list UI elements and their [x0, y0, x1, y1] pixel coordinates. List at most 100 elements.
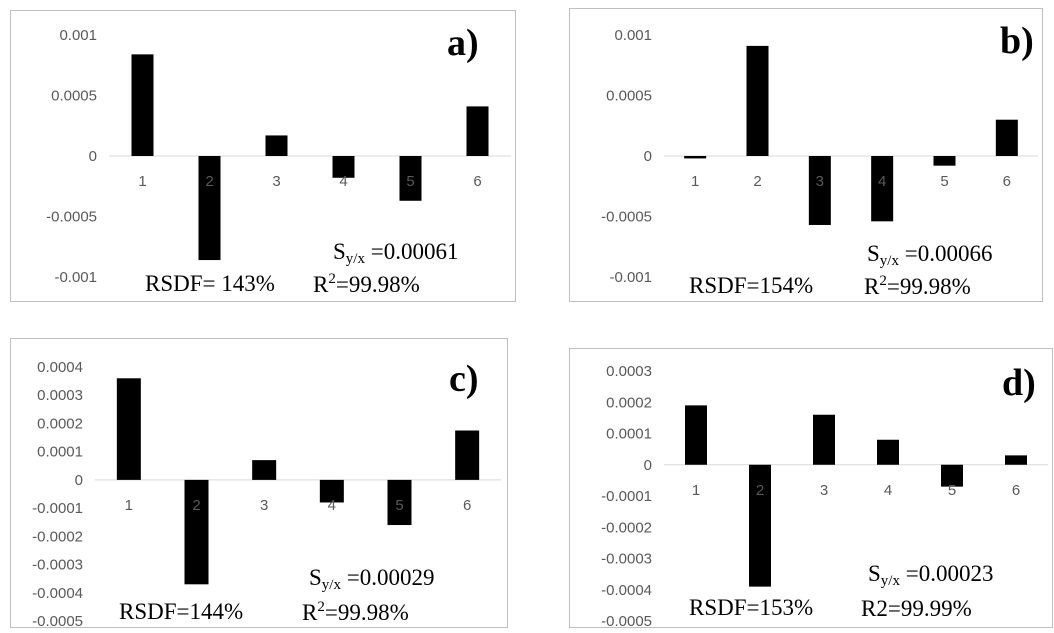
panel-label-c: c) — [449, 358, 479, 400]
chart-panel-d: 0.0003 0.0002 0.0001 0 -0.0001 -0.0002 -0.0003… — [569, 348, 1053, 628]
r2-value: =99.99% — [887, 596, 972, 621]
bar-c-3 — [252, 460, 277, 480]
category-label: 2 — [192, 497, 200, 514]
rsdf-annotation-b: RSDF=154% — [689, 273, 814, 298]
chart-panel-b: 0.001 0.0005 0 -0.0005 -0.001 1 2 3 4 5 6 b) Sy/x … — [569, 8, 1043, 302]
y-tick-label: -0.0005 — [32, 613, 83, 627]
bar-c-2 — [184, 479, 209, 585]
y-tick-label: 0 — [89, 148, 97, 165]
bar-c-6 — [455, 430, 480, 480]
category-label: 1 — [691, 173, 699, 190]
bar-c-4 — [319, 479, 344, 503]
bar-d-4 — [877, 439, 899, 465]
bar-a-1 — [131, 54, 154, 156]
r2-sup: 2 — [879, 273, 887, 289]
r2-annotation-d: R2=99.99% — [861, 595, 972, 622]
bar-d-6 — [1005, 455, 1027, 465]
y-tick-label: 0 — [75, 472, 83, 489]
y-tick-label: 0 — [644, 457, 652, 474]
bar-b-3 — [808, 156, 831, 225]
chart-panel-c: 0.0004 0.0003 0.0002 0.0001 0 -0.0001 -0.0002 -… — [10, 338, 508, 628]
y-tick-label: -0.0002 — [601, 519, 652, 536]
r2-prefix: R2 — [861, 596, 888, 621]
category-label: 3 — [816, 173, 824, 190]
category-label: 5 — [948, 482, 956, 499]
syx-prefix: S — [867, 241, 880, 266]
syx-prefix: S — [333, 239, 346, 264]
y-tick-label: -0.0003 — [601, 551, 652, 568]
chart-panel-a: 0.001 0.0005 0 -0.0005 -0.001 1 2 3 4 5 6 a) Sy/x … — [10, 10, 516, 302]
y-tick-label: -0.0004 — [601, 582, 652, 599]
bar-a-2 — [198, 156, 221, 261]
y-tick-label: 0.0002 — [606, 394, 652, 411]
rsdf-annotation-d: RSDF=153% — [689, 595, 814, 620]
category-label: 2 — [756, 482, 764, 499]
category-label: 5 — [395, 497, 403, 514]
category-label: 6 — [463, 497, 471, 514]
y-tick-label: 0.001 — [59, 27, 97, 44]
y-tick-label: 0.0003 — [37, 387, 83, 404]
syx-annotation-a: Sy/x =0.00061 — [333, 239, 458, 268]
bar-d-1 — [685, 405, 707, 465]
y-tick-label: 0.0005 — [51, 88, 97, 105]
syx-prefix: S — [309, 565, 322, 590]
r2-sup: 2 — [317, 599, 325, 615]
bar-a-3 — [265, 135, 288, 156]
y-tick-label: -0.0003 — [32, 557, 83, 574]
syx-value: =0.00023 — [899, 561, 994, 586]
category-label: 4 — [878, 173, 886, 190]
syx-value: =0.00029 — [340, 565, 435, 590]
bar-d-2 — [749, 464, 771, 587]
category-label: 6 — [1003, 173, 1011, 190]
rsdf-annotation-c: RSDF=144% — [119, 599, 244, 624]
category-label: 1 — [125, 497, 133, 514]
syx-sub: y/x — [321, 577, 341, 593]
bar-a-6 — [466, 106, 489, 156]
y-tick-label: 0.0004 — [37, 359, 83, 376]
syx-annotation-b: Sy/x =0.00066 — [867, 241, 992, 270]
category-label: 3 — [272, 173, 280, 190]
bar-chart-d: 0.0003 0.0002 0.0001 0 -0.0001 -0.0002 -0.0003… — [601, 363, 1048, 627]
bar-chart-a: 0.001 0.0005 0 -0.0005 -0.001 1 2 3 4 5 6 — [46, 27, 511, 286]
category-label: 5 — [940, 173, 948, 190]
syx-annotation-c: Sy/x =0.00029 — [309, 565, 434, 594]
r2-sup: 2 — [328, 271, 336, 287]
category-label: 6 — [1012, 482, 1020, 499]
y-tick-label: 0.001 — [614, 27, 652, 44]
panel-label-b: b) — [1000, 20, 1034, 62]
y-tick-label: 0.0003 — [606, 363, 652, 380]
bar-c-1 — [116, 378, 141, 480]
y-tick-label: 0 — [644, 148, 652, 165]
y-tick-label: -0.001 — [609, 269, 652, 286]
syx-prefix: S — [868, 561, 881, 586]
syx-annotation-d: Sy/x =0.00023 — [868, 561, 993, 590]
y-tick-label: -0.0002 — [32, 528, 83, 545]
r2-annotation-a: R2=99.98% — [313, 271, 420, 298]
panel-label-a: a) — [447, 22, 479, 64]
syx-sub: y/x — [345, 251, 365, 267]
y-tick-label: -0.0001 — [32, 500, 83, 517]
bar-c-5 — [387, 479, 412, 526]
category-label: 6 — [473, 173, 481, 190]
y-tick-label: -0.0001 — [601, 488, 652, 505]
r2-annotation-b: R2=99.98% — [864, 273, 971, 300]
r2-value: =99.98% — [335, 272, 420, 297]
bar-b-1 — [684, 156, 707, 159]
y-tick-label: 0.0002 — [37, 415, 83, 432]
bar-a-5 — [399, 156, 422, 201]
category-label: 5 — [406, 173, 414, 190]
syx-sub: y/x — [880, 573, 900, 589]
y-tick-label: 0.0001 — [606, 426, 652, 443]
panel-label-d: d) — [1002, 362, 1036, 404]
category-label: 2 — [753, 173, 761, 190]
syx-value: =0.00066 — [898, 241, 993, 266]
category-label: 4 — [328, 497, 336, 514]
bar-b-2 — [746, 45, 769, 156]
bar-a-4 — [332, 156, 355, 178]
r2-prefix: R — [864, 274, 880, 299]
r2-prefix: R — [302, 600, 318, 625]
y-tick-label: -0.0005 — [601, 209, 652, 226]
r2-value: =99.98% — [324, 600, 409, 625]
rsdf-annotation-a: RSDF= 143% — [145, 271, 275, 296]
y-tick-label: 0.0005 — [606, 88, 652, 105]
